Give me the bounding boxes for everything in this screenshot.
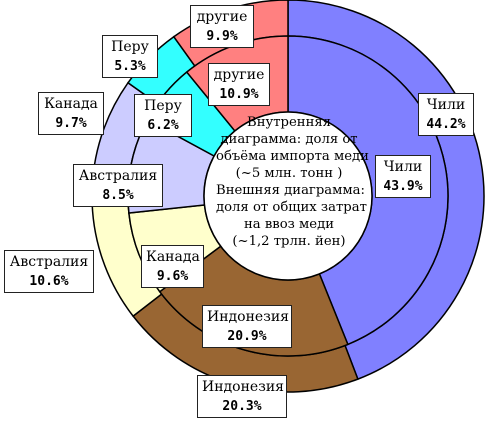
inner-label-other: другие 10.9% [208,63,270,106]
inner-label-other-percent: 10.9% [219,87,259,102]
outer-label-other: другие 9.9% [190,5,254,48]
outer-label-peru-percent: 5.3% [114,59,146,74]
inner-label-indonesia-percent: 20.9% [227,329,267,344]
outer-label-indonesia-name: Индонезия [202,379,285,395]
inner-label-canada-name: Канада [146,249,200,265]
inner-label-peru-percent: 6.2% [147,118,179,133]
inner-description-line: диаграмма: доля от [220,132,358,147]
outer-label-canada-name: Канада [44,96,98,112]
inner-label-australia-percent: 8.5% [102,188,134,203]
inner-label-peru: Перу 6.2% [134,94,192,137]
outer-label-chile: Чили 44.2% [418,93,474,136]
outer-description-line: (~1,2 трлн. йен) [232,234,346,249]
center-description: Внутренняя диаграмма: доля от объёма имп… [216,114,369,250]
inner-label-peru-name: Перу [144,98,182,114]
inner-label-australia: Австралия 8.5% [73,164,163,207]
inner-label-other-name: другие [213,67,265,83]
outer-label-australia-name: Австралия [9,254,89,270]
outer-label-other-name: другие [196,9,248,25]
outer-label-australia: Австралия 10.6% [4,250,94,293]
inner-label-indonesia: Индонезия 20.9% [202,305,292,348]
center-hole [203,111,373,281]
outer-label-peru: Перу 5.3% [102,35,158,78]
outer-description-line: доля от общих затрат [216,200,367,215]
inner-label-canada-percent: 9.6% [156,269,189,284]
inner-label-australia-name: Австралия [78,168,158,184]
outer-label-other-percent: 9.9% [206,29,238,44]
outer-description-line: на ввоз меди [244,217,334,232]
outer-label-indonesia-percent: 20.3% [222,399,262,414]
outer-label-peru-name: Перу [111,39,149,55]
inner-description-line: (~5 млн. тонн ) [235,166,343,181]
inner-label-canada: Канада 9.6% [141,245,204,288]
inner-label-indonesia-name: Индонезия [207,309,290,325]
inner-description-line: объёма импорта меди [216,149,369,164]
outer-label-australia-percent: 10.6% [29,274,69,289]
outer-label-chile-percent: 44.2% [426,117,466,132]
outer-description-line: Внешняя диаграмма: [216,183,365,198]
outer-label-canada-percent: 9.7% [55,116,87,131]
outer-label-indonesia: Индонезия 20.3% [197,375,287,418]
inner-label-chile-name: Чили [383,159,423,175]
inner-label-chile: Чили 43.9% [375,155,431,198]
outer-label-chile-name: Чили [426,97,466,113]
outer-label-canada: Канада 9.7% [38,92,104,135]
inner-description-line: Внутренняя [247,115,331,130]
inner-label-chile-percent: 43.9% [383,179,423,194]
